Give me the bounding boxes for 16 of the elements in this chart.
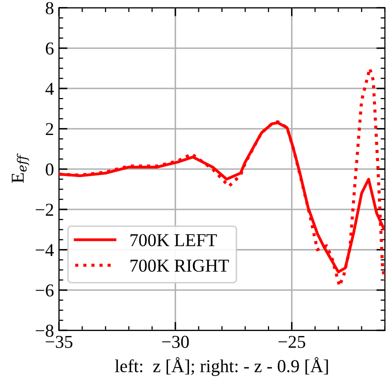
y-tick-label: 4 <box>45 82 54 95</box>
y-tick-label: −4 <box>36 244 54 256</box>
legend-label: 700K LEFT <box>130 234 217 246</box>
y-tick-label: 6 <box>46 42 54 55</box>
x-tick-label: −30 <box>162 336 189 348</box>
y-axis-title: E$_{eff}$ <box>12 153 30 183</box>
y-tick-label: 2 <box>46 123 54 136</box>
y-tick-label: −6 <box>36 284 54 297</box>
y-tick-label: −8 <box>36 324 54 337</box>
y-tick-label: 8 <box>46 2 54 14</box>
y-tick-label: −2 <box>36 204 54 216</box>
y-tick-label: 0 <box>46 163 54 176</box>
x-axis-title: left: z [Å]; right: - z - 0.9 [Å] <box>115 357 328 376</box>
x-tick-label: −25 <box>278 336 306 348</box>
legend-label: 700K RIGHT <box>130 260 229 272</box>
x-tick-label: −35 <box>46 336 72 348</box>
